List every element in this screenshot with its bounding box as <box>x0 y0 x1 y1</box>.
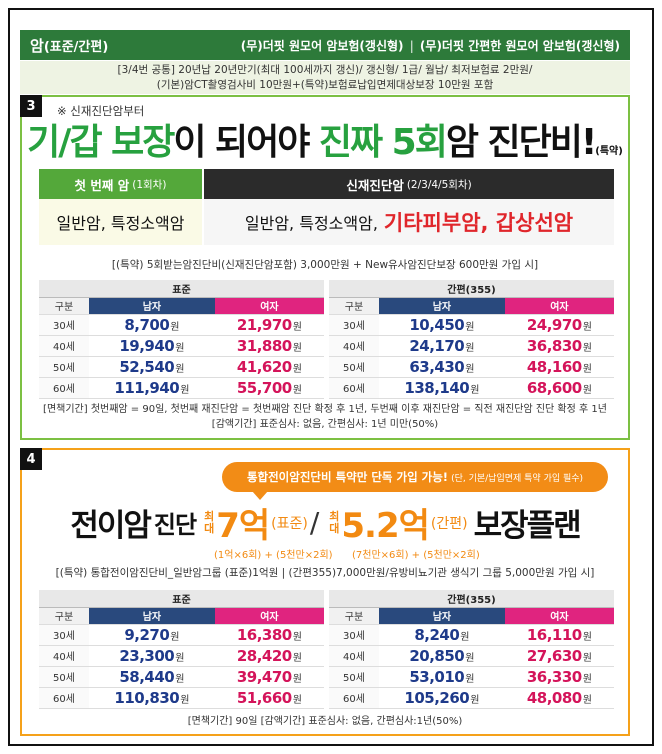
table-row: 60세 105,260원 48,080원 <box>329 687 614 709</box>
table-title: 표준 <box>39 590 324 608</box>
amount-standard: 7억 <box>216 506 270 546</box>
section-4: 4 통합전이암진단비 특약만 단독 가입 가능! (단, 기본/납입면제 특약 가… <box>20 448 630 736</box>
conditions-line2: (기본)암CT촬영검사비 10만원+(특약)보험료납입면제대상보장 10만원 포… <box>156 79 494 91</box>
table-row: 60세 138,140원 68,600원 <box>329 377 614 399</box>
first-cancer-label: 첫 번째 암 (1회차) <box>39 169 202 199</box>
table-row: 30세 10,450원 24,970원 <box>329 314 614 336</box>
common-conditions: [3/4번 공통] 20년납 20년만기(최대 100세까지 갱신)/ 갱신형/… <box>20 61 630 94</box>
header-products: (무)더핏 원모어 암보험(갱신형) | (무)더핏 간편한 원모어 암보험(갱신형… <box>241 37 630 54</box>
re-diagnosis-label: 신재진단암 (2/3/4/5회차) <box>204 169 614 199</box>
col-header: 구분 <box>39 607 89 625</box>
product-standard: (무)더핏 원모어 암보험(갱신형) <box>240 38 404 53</box>
premium-table-simple: 간편(355) 구분 남자 여자 30세 8,240원 16,110원 40세 20,85… <box>329 590 614 709</box>
premium-table-standard: 표준 구분 남자 여자 30세 9,270원 16,380원 40세 23,300원 28,… <box>39 590 324 709</box>
table-row: 30세 8,700원 21,970원 <box>39 314 324 336</box>
product-simple: (무)더핏 간편한 원모어 암보험(갱신형) <box>419 38 620 53</box>
table-row: 50세 53,010원 36,330원 <box>329 666 614 688</box>
col-header: 구분 <box>329 297 379 315</box>
table-title: 간편(355) <box>329 280 614 298</box>
col-header-female: 여자 <box>214 607 324 625</box>
reduction-period: [감액기간] 표준심사: 없음, 간편심사: 1년 미만(50%) <box>211 419 439 430</box>
table-row: 30세 9,270원 16,380원 <box>39 624 324 646</box>
col-header-female: 여자 <box>504 607 614 625</box>
col-header: 구분 <box>39 297 89 315</box>
conditions-line1: [3/4번 공통] 20년납 20년만기(최대 100세까지 갱신)/ 갱신형/… <box>117 64 533 76</box>
table-title: 표준 <box>39 280 324 298</box>
table-title: 간편(355) <box>329 590 614 608</box>
section-info: [(특약) 통합전이암진단비_일반암그룹 (표준)1억원 | (간편355)7,… <box>55 567 595 579</box>
col-header: 구분 <box>329 607 379 625</box>
col-header-female: 여자 <box>504 297 614 315</box>
section-number: 4 <box>20 448 42 470</box>
re-diagnosis-desc: 일반암, 특정소액암, 기타피부암, 갑상선암 <box>204 199 614 245</box>
table-row: 30세 8,240원 16,110원 <box>329 624 614 646</box>
table-row: 60세 111,940원 55,700원 <box>39 377 324 399</box>
table-row: 50세 63,430원 48,160원 <box>329 356 614 378</box>
section-3: 3 ※ 신재진단암부터 기/갑 보장이 되어야 진짜 5회암 진단비!(특약) … <box>20 95 630 440</box>
section-info: [(특약) 5회받는암진단비(신재진단암포함) 3,000만원 + New유사암… <box>111 259 539 271</box>
header-divider: | <box>409 38 414 53</box>
exemption-reduction-period: [면책기간] 90일 [감액기간] 표준심사: 없음, 간편심사:1년(50%) <box>187 716 463 727</box>
header-title: 암(표준/간편) <box>30 36 109 55</box>
first-cancer-desc: 일반암, 특정소액암 <box>39 199 202 245</box>
table-row: 40세 20,850원 27,630원 <box>329 645 614 667</box>
col-header-male: 남자 <box>379 607 505 625</box>
section-note: ※ 신재진단암부터 <box>57 104 145 118</box>
table-row: 40세 24,170원 36,830원 <box>329 335 614 357</box>
premium-table-simple: 간편(355) 구분 남자 여자 30세 10,450원 24,970원 40세 24,1… <box>329 280 614 399</box>
section-title: 기/갑 보장이 되어야 진짜 5회암 진단비!(특약) <box>27 122 623 163</box>
table-row: 50세 52,540원 41,620원 <box>39 356 324 378</box>
table-row: 40세 19,940원 31,880원 <box>39 335 324 357</box>
amount-breakdown-standard: (1억×6회) + (5천만×2회) <box>214 550 333 561</box>
exemption-period: [면책기간] 첫번째암 = 90일, 첫번째 재진단암 = 첫번째암 진단 확정… <box>43 404 607 415</box>
table-row: 40세 23,300원 28,420원 <box>39 645 324 667</box>
product-header: 암(표준/간편) (무)더핏 원모어 암보험(갱신형) | (무)더핏 간편한 원모… <box>20 30 630 60</box>
promo-bubble: 통합전이암진단비 특약만 단독 가입 가능! (단, 기본/납입면제 특약 가입 … <box>222 462 608 500</box>
premium-table-standard: 표준 구분 남자 여자 30세 8,700원 21,970원 40세 19,940원 31,… <box>39 280 324 399</box>
col-header-male: 남자 <box>89 607 215 625</box>
section-number: 3 <box>20 95 42 117</box>
amount-breakdown-simple: (7천만×6회) + (5천만×2회) <box>352 550 480 561</box>
col-header-male: 남자 <box>379 297 505 315</box>
table-row: 60세 110,830원 51,660원 <box>39 687 324 709</box>
amount-simple: 5.2억 <box>341 506 430 546</box>
col-header-female: 여자 <box>214 297 324 315</box>
col-header-male: 남자 <box>89 297 215 315</box>
table-row: 50세 58,440원 39,470원 <box>39 666 324 688</box>
